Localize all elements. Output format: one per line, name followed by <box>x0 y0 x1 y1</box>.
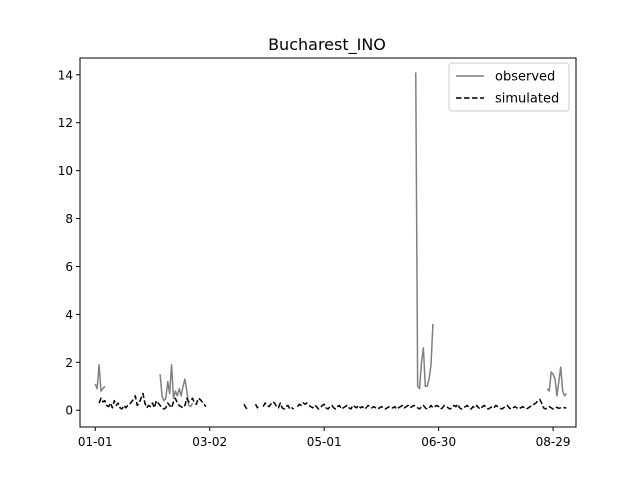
series-observed-line <box>546 366 568 397</box>
series-observed-line <box>415 72 434 390</box>
x-tick-label: 06-30 <box>421 435 456 449</box>
x-tick-label: 01-01 <box>78 435 113 449</box>
chart-title: Bucharest_INO <box>268 35 386 55</box>
plot-frame <box>79 57 577 428</box>
y-tick-label: 4 <box>65 308 73 322</box>
legend: observed simulated <box>448 62 570 112</box>
legend-simulated-label: simulated <box>495 92 559 107</box>
y-tick-label: 6 <box>65 260 73 274</box>
series-simulated-line <box>296 398 567 410</box>
x-tick-label: 08-29 <box>536 435 571 449</box>
series-simulated-line <box>262 401 295 410</box>
y-tick-label: 8 <box>65 212 73 226</box>
legend-box <box>448 62 570 112</box>
x-axis: 01-01 03-02 05-01 06-30 08-29 <box>78 427 571 449</box>
series-observed-line <box>94 363 106 392</box>
series-observed-line <box>159 363 194 408</box>
x-tick-label: 03-02 <box>192 435 227 449</box>
y-tick-label: 2 <box>65 356 73 370</box>
series-simulated-line <box>243 403 249 410</box>
series-layer <box>94 72 568 410</box>
x-tick-label: 05-01 <box>307 435 342 449</box>
y-axis: 0 2 4 6 8 10 12 14 <box>58 68 80 418</box>
y-tick-label: 10 <box>58 164 73 178</box>
series-simulated-line <box>254 403 260 409</box>
y-tick-label: 0 <box>65 404 73 418</box>
legend-observed-label: observed <box>495 70 555 85</box>
series-simulated-line <box>98 392 207 410</box>
y-tick-label: 14 <box>58 68 73 82</box>
y-tick-label: 12 <box>58 116 73 130</box>
